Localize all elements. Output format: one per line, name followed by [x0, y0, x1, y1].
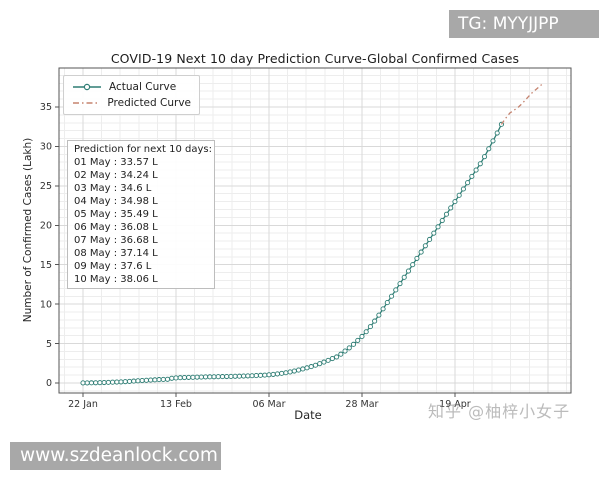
- legend-entry-predicted: Predicted Curve: [72, 97, 191, 109]
- predicted-curve-line-sample-icon: [73, 102, 101, 104]
- actual-curve-line-sample-icon: [73, 83, 101, 91]
- x-tick-label: 28 Mar: [345, 399, 378, 410]
- x-tick-label: 13 Feb: [160, 399, 192, 410]
- legend-entry-actual: Actual Curve: [72, 81, 191, 93]
- y-tick-label: 20: [40, 220, 52, 231]
- website-banner: www.szdeanlock.com: [10, 442, 221, 470]
- predicted-curve: [500, 82, 545, 125]
- prediction-line: 01 May : 33.57 L: [74, 157, 158, 168]
- y-tick-label: 30: [40, 142, 52, 153]
- y-tick-label: 25: [40, 181, 52, 192]
- y-tick-label: 0: [46, 378, 52, 389]
- axis-ticks: 22 Jan 13 Feb 06 Mar 28 Mar 19 Apr 0 5 10 15 20 25…: [40, 102, 471, 410]
- prediction-annotation-lines: 01 May : 33.57 L 02 May : 34.24 L 03 May :…: [74, 156, 208, 286]
- actual-curve: [80, 121, 504, 386]
- prediction-line: 10 May : 38.06 L: [74, 274, 158, 285]
- y-tick-label: 5: [46, 339, 52, 350]
- prediction-line: 09 May : 37.6 L: [74, 261, 152, 272]
- legend-label-predicted: Predicted Curve: [107, 97, 191, 109]
- telegram-banner: TG: MYYJJPP: [449, 10, 599, 38]
- x-axis-label: Date: [294, 408, 322, 422]
- prediction-line: 07 May : 36.68 L: [74, 235, 158, 246]
- y-tick-label: 10: [40, 299, 52, 310]
- x-tick-label: 19 Apr: [439, 399, 471, 410]
- prediction-annotation-box: Prediction for next 10 days: 01 May : 33…: [67, 140, 215, 289]
- prediction-line: 03 May : 34.6 L: [74, 183, 152, 194]
- plot-spines: [58, 67, 572, 394]
- y-tick-label: 35: [40, 102, 52, 113]
- chart-title: COVID-19 Next 10 day Prediction Curve-Gl…: [110, 51, 520, 66]
- prediction-line: 08 May : 37.14 L: [74, 248, 158, 259]
- watermark-text: 知乎 @柚梓小女子: [428, 402, 571, 421]
- legend-label-actual: Actual Curve: [109, 81, 177, 93]
- prediction-line: 04 May : 34.98 L: [74, 196, 158, 207]
- prediction-line: 05 May : 35.49 L: [74, 209, 158, 220]
- legend-box: Actual Curve Predicted Curve: [63, 75, 200, 115]
- prediction-annotation-header: Prediction for next 10 days:: [74, 144, 212, 155]
- x-tick-label: 06 Mar: [252, 399, 285, 410]
- y-tick-label: 15: [40, 260, 52, 271]
- y-axis-label: Number of Confirmed Cases (Lakh): [22, 137, 34, 323]
- prediction-line: 06 May : 36.08 L: [74, 222, 158, 233]
- x-tick-label: 22 Jan: [68, 399, 98, 410]
- prediction-line: 02 May : 34.24 L: [74, 170, 158, 181]
